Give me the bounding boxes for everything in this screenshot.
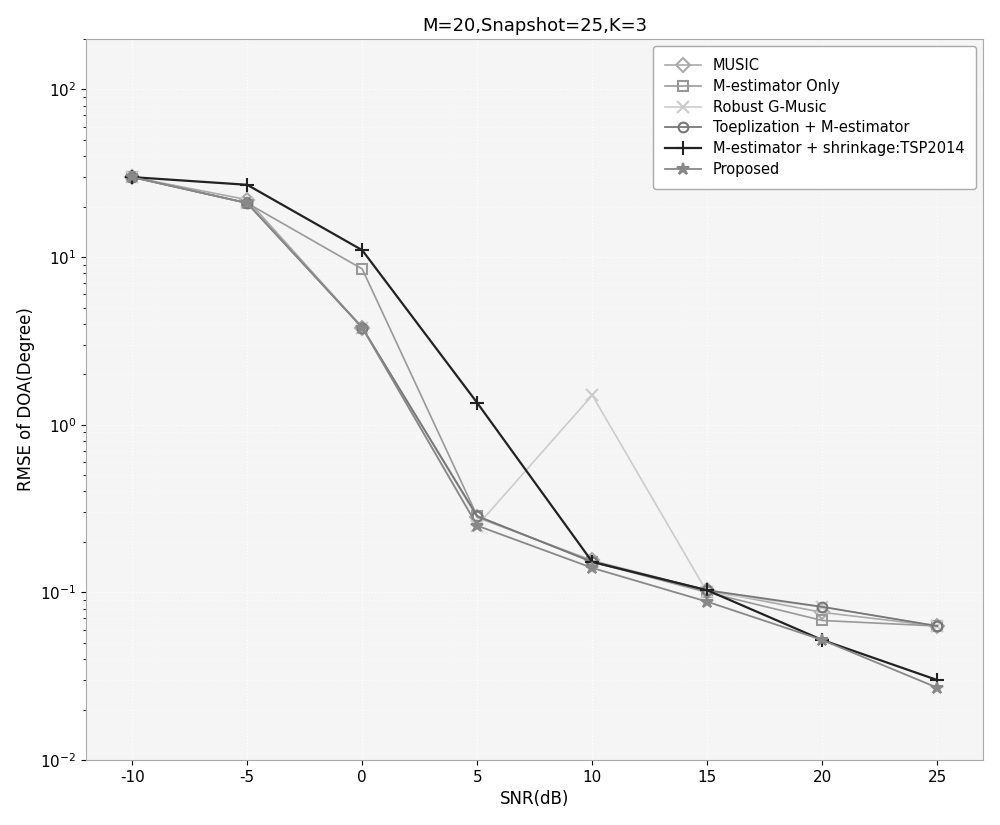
M-estimator + shrinkage:TSP2014	[126, 172, 138, 182]
M-estimator Only	[586, 557, 598, 567]
Line: Toeplization + M-estimator: Toeplization + M-estimator	[127, 172, 942, 631]
Proposed	[701, 596, 713, 606]
MUSIC	[356, 323, 368, 332]
Toeplization + M-estimator	[126, 172, 138, 182]
M-estimator + shrinkage:TSP2014	[816, 635, 828, 645]
Robust G-Music	[241, 198, 253, 208]
MUSIC	[471, 512, 483, 522]
M-estimator + shrinkage:TSP2014	[471, 398, 483, 408]
Y-axis label: RMSE of DOA(Degree): RMSE of DOA(Degree)	[17, 308, 35, 492]
MUSIC	[586, 555, 598, 565]
Proposed	[126, 172, 138, 182]
MUSIC	[816, 607, 828, 617]
M-estimator + shrinkage:TSP2014	[701, 585, 713, 595]
Toeplization + M-estimator	[931, 621, 943, 631]
M-estimator Only	[701, 587, 713, 597]
MUSIC	[126, 172, 138, 182]
MUSIC	[241, 195, 253, 205]
Proposed	[586, 563, 598, 573]
Robust G-Music	[931, 621, 943, 631]
Proposed	[931, 683, 943, 693]
MUSIC	[931, 621, 943, 631]
M-estimator Only	[471, 512, 483, 521]
Robust G-Music	[701, 587, 713, 597]
Toeplization + M-estimator	[356, 323, 368, 332]
Robust G-Music	[816, 602, 828, 612]
Toeplization + M-estimator	[471, 512, 483, 521]
Line: M-estimator + shrinkage:TSP2014: M-estimator + shrinkage:TSP2014	[125, 170, 944, 687]
M-estimator + shrinkage:TSP2014	[931, 675, 943, 685]
M-estimator Only	[126, 172, 138, 182]
Toeplization + M-estimator	[586, 557, 598, 567]
M-estimator + shrinkage:TSP2014	[241, 180, 253, 190]
M-estimator + shrinkage:TSP2014	[586, 557, 598, 567]
Robust G-Music	[356, 323, 368, 332]
Line: Proposed: Proposed	[126, 171, 944, 694]
Robust G-Music	[126, 172, 138, 182]
Robust G-Music	[586, 390, 598, 400]
MUSIC	[701, 585, 713, 595]
Proposed	[816, 635, 828, 645]
Line: Robust G-Music: Robust G-Music	[127, 172, 943, 632]
Legend: MUSIC, M-estimator Only, Robust G-Music, Toeplization + M-estimator, M-estimator: MUSIC, M-estimator Only, Robust G-Music,…	[653, 46, 976, 189]
Toeplization + M-estimator	[701, 585, 713, 595]
Line: MUSIC: MUSIC	[127, 172, 942, 631]
M-estimator Only	[241, 198, 253, 208]
M-estimator Only	[356, 264, 368, 274]
M-estimator Only	[931, 621, 943, 631]
Toeplization + M-estimator	[816, 602, 828, 612]
Proposed	[356, 323, 368, 332]
Proposed	[471, 521, 483, 530]
Title: M=20,Snapshot=25,K=3: M=20,Snapshot=25,K=3	[422, 16, 647, 35]
X-axis label: SNR(dB): SNR(dB)	[500, 790, 569, 808]
Toeplization + M-estimator	[241, 198, 253, 208]
M-estimator + shrinkage:TSP2014	[356, 245, 368, 255]
M-estimator Only	[816, 615, 828, 625]
Robust G-Music	[471, 521, 483, 530]
Line: M-estimator Only: M-estimator Only	[127, 172, 942, 631]
Proposed	[241, 198, 253, 208]
